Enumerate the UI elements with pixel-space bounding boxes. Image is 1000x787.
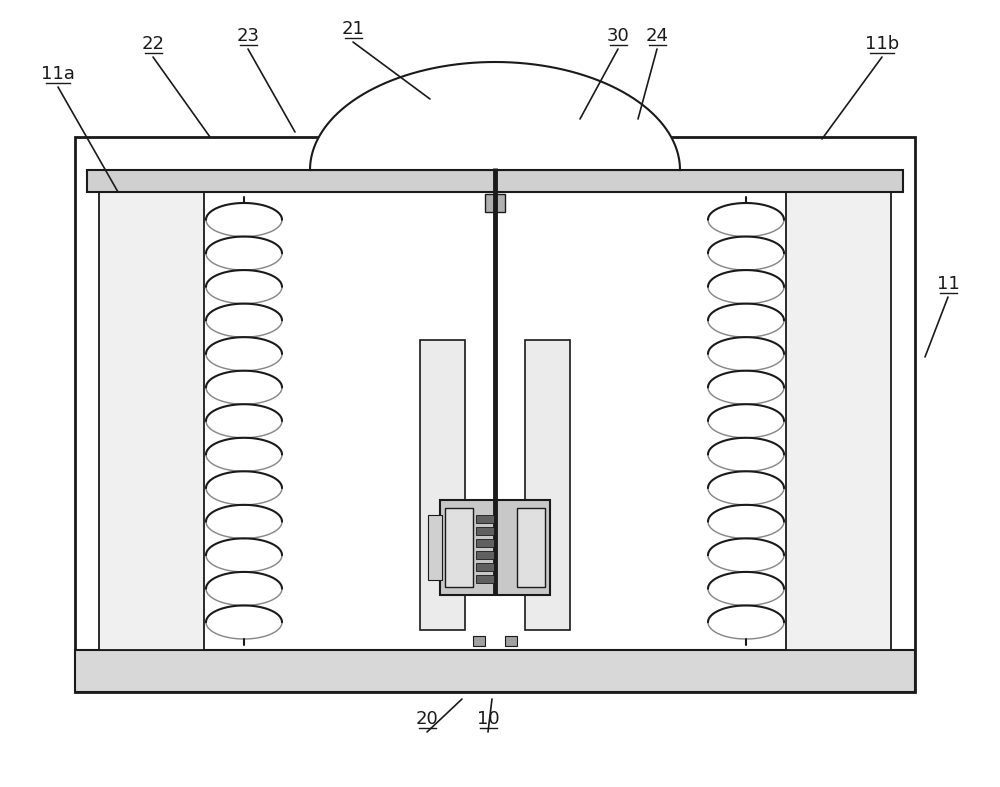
- Polygon shape: [310, 62, 680, 170]
- Bar: [473, 636, 485, 646]
- Bar: [75, 650, 915, 692]
- Bar: [476, 563, 494, 571]
- Bar: [476, 539, 494, 547]
- Bar: [476, 515, 494, 523]
- Text: 11a: 11a: [41, 65, 75, 83]
- Bar: [485, 194, 505, 212]
- Text: 21: 21: [342, 20, 364, 38]
- Bar: [420, 340, 465, 630]
- Bar: [505, 636, 517, 646]
- Bar: [517, 508, 545, 587]
- Text: 22: 22: [142, 35, 165, 53]
- Text: 11b: 11b: [865, 35, 899, 53]
- Text: 10: 10: [477, 710, 499, 728]
- Text: 23: 23: [237, 27, 260, 45]
- Bar: [428, 515, 442, 580]
- Bar: [99, 192, 204, 650]
- Text: 11: 11: [937, 275, 959, 293]
- Bar: [476, 575, 494, 583]
- Bar: [87, 170, 903, 192]
- Text: 20: 20: [416, 710, 438, 728]
- Bar: [786, 192, 891, 650]
- Bar: [445, 508, 473, 587]
- Bar: [476, 527, 494, 535]
- Text: 24: 24: [646, 27, 668, 45]
- Bar: [476, 551, 494, 559]
- Bar: [525, 340, 570, 630]
- Text: 30: 30: [607, 27, 629, 45]
- Bar: [75, 137, 915, 692]
- Bar: [440, 500, 550, 595]
